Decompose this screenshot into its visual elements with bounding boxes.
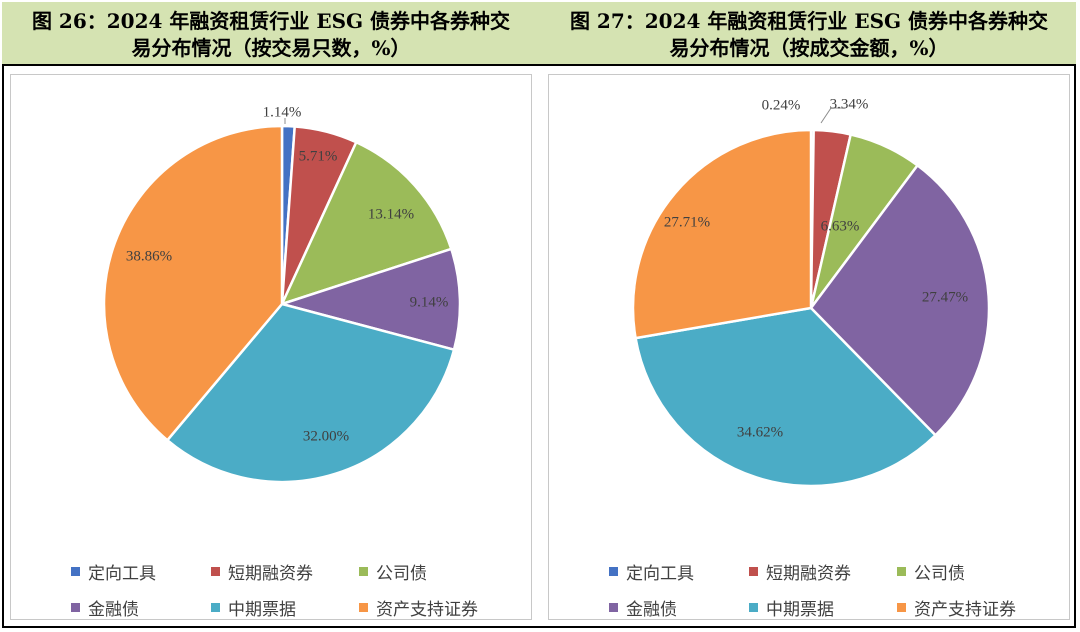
right-legend: 定向工具 短期融资券 公司债金融债 中期票据 资产支持证券	[549, 539, 1071, 620]
title-bar: 图 26：2024 年融资租赁行业 ESG 债券中各券种交 易分布情况（按交易只…	[2, 2, 1076, 66]
legend-item-directional-tool: 定向工具	[71, 559, 156, 584]
legend-label: 短期融资券	[228, 564, 313, 584]
pie-slice-medium-term-note	[166, 302, 456, 484]
legend-item-medium-term-note: 中期票据	[211, 595, 296, 620]
legend-label: 定向工具	[88, 564, 156, 584]
legend-swatch	[897, 603, 906, 612]
legend-swatch	[609, 603, 618, 612]
legend-label: 公司债	[376, 564, 427, 584]
legend-item-corporate-bond: 公司债	[359, 559, 427, 584]
data-label-asset-backed-security: 27.71%	[664, 214, 710, 230]
legend-item-financial-bond: 金融债	[609, 595, 677, 620]
legend-item-short-term-financing-bill: 短期融资券	[749, 559, 851, 584]
pie-slice-financial-bond	[280, 247, 462, 351]
legend-swatch	[359, 567, 368, 576]
data-label-directional-tool: 1.14%	[263, 104, 302, 120]
leader-line-short-term-financing-bill	[820, 107, 845, 124]
legend-swatch	[211, 603, 220, 612]
left-legend: 定向工具 短期融资券 公司债金融债 中期票据 资产支持证券	[11, 539, 533, 620]
legend-swatch	[71, 567, 80, 576]
left-chart-panel: 1.14% 5.71% 13.14% 9.14% 32.00% 38.86% 定向工具 短期…	[10, 74, 532, 620]
legend-label: 定向工具	[626, 564, 694, 584]
data-label-short-term-financing-bill: 5.71%	[299, 148, 338, 164]
legend-item-asset-backed-security: 资产支持证券	[359, 595, 478, 620]
pie-slice-medium-term-note	[634, 306, 937, 488]
left-title-line-2: 易分布情况（按交易只数，%）	[131, 36, 411, 60]
data-label-asset-backed-security: 38.86%	[126, 248, 172, 264]
data-label-short-term-financing-bill: 3.34%	[830, 96, 869, 112]
legend-item-short-term-financing-bill: 短期融资券	[211, 559, 313, 584]
legend-swatch	[609, 567, 618, 576]
legend-item-directional-tool: 定向工具	[609, 559, 694, 584]
left-title-line-1: 图 26：2024 年融资租赁行业 ESG 债券中各券种交	[31, 9, 511, 33]
legend-label: 资产支持证券	[914, 600, 1016, 620]
data-label-corporate-bond: 6.63%	[821, 218, 860, 234]
data-label-corporate-bond: 13.14%	[368, 206, 414, 222]
left-pie-chart: 1.14% 5.71% 13.14% 9.14% 32.00% 38.86%	[102, 104, 462, 484]
legend-swatch	[749, 603, 758, 612]
right-chart-panel: 0.24% 3.34% 6.63% 27.47% 34.62% 27.71% 定向工具 短期…	[548, 74, 1070, 620]
right-chart-title: 图 27：2024 年融资租赁行业 ESG 债券中各券种交 易分布情况（按成交金…	[544, 8, 1074, 62]
legend-item-asset-backed-security: 资产支持证券	[897, 595, 1016, 620]
legend-label: 金融债	[88, 600, 139, 620]
legend-item-medium-term-note: 中期票据	[749, 595, 834, 620]
legend-label: 短期融资券	[766, 564, 851, 584]
pie-slice-asset-backed-security	[631, 128, 813, 340]
pie-slice-financial-bond	[809, 164, 991, 437]
legend-swatch	[897, 567, 906, 576]
legend-label: 中期票据	[228, 600, 296, 620]
pie-slice-asset-backed-security	[102, 124, 284, 442]
right-title-line-2: 易分布情况（按成交金额，%）	[669, 36, 949, 60]
legend-item-corporate-bond: 公司债	[897, 559, 965, 584]
left-chart-title: 图 26：2024 年融资租赁行业 ESG 债券中各券种交 易分布情况（按交易只…	[6, 8, 536, 62]
data-label-medium-term-note: 32.00%	[303, 428, 349, 444]
legend-label: 中期票据	[766, 600, 834, 620]
legend-swatch	[71, 603, 80, 612]
right-title-line-1: 图 27：2024 年融资租赁行业 ESG 债券中各券种交	[569, 9, 1049, 33]
legend-swatch	[749, 567, 758, 576]
legend-label: 金融债	[626, 600, 677, 620]
data-label-medium-term-note: 34.62%	[737, 424, 783, 440]
right-pie-chart: 0.24% 3.34% 6.63% 27.47% 34.62% 27.71%	[631, 96, 991, 488]
legend-swatch	[211, 567, 220, 576]
legend-label: 资产支持证券	[376, 600, 478, 620]
legend-swatch	[359, 603, 368, 612]
data-label-financial-bond: 27.47%	[922, 289, 968, 305]
data-label-directional-tool: 0.24%	[762, 97, 801, 113]
legend-label: 公司债	[914, 564, 965, 584]
pie-slice-corporate-bond	[280, 140, 453, 306]
legend-item-financial-bond: 金融债	[71, 595, 139, 620]
data-label-financial-bond: 9.14%	[410, 294, 449, 310]
